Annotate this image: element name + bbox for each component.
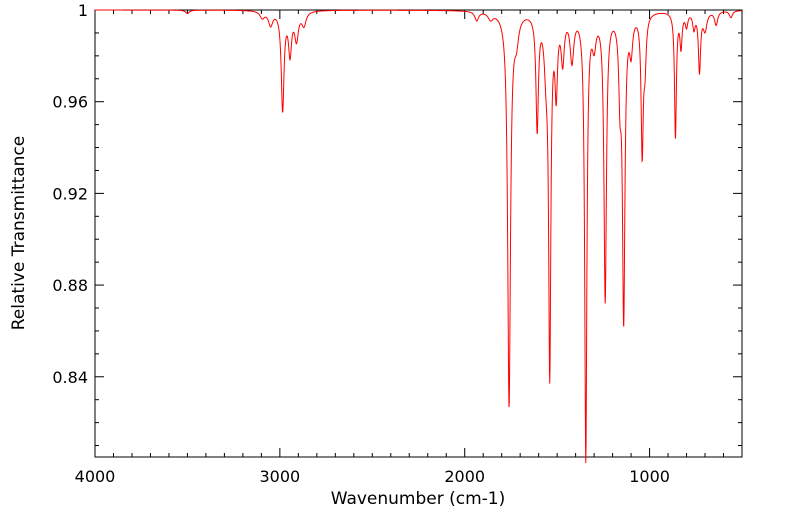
axis-ticks — [94, 9, 743, 457]
x-tick-label: 2000 — [444, 467, 485, 486]
x-tick-label: 3000 — [259, 467, 300, 486]
y-tick-label: 0.84 — [52, 368, 88, 387]
y-tick-label: 0.96 — [52, 93, 88, 112]
x-tick-labels: 4000 3000 2000 1000 — [75, 467, 670, 486]
y-tick-labels: 0.84 0.88 0.92 0.96 1 — [52, 1, 88, 387]
y-tick-label: 0.92 — [52, 184, 88, 203]
plot-frame — [94, 9, 743, 458]
y-axis-title: Relative Transmittance — [9, 136, 29, 331]
y-tick-label: 0.88 — [52, 276, 88, 295]
x-tick-label: 1000 — [629, 467, 670, 486]
spectrum-line — [95, 9, 742, 464]
y-tick-label: 1 — [78, 1, 88, 20]
x-axis-title: Wavenumber (cm-1) — [331, 489, 506, 509]
x-tick-label: 4000 — [75, 467, 116, 486]
